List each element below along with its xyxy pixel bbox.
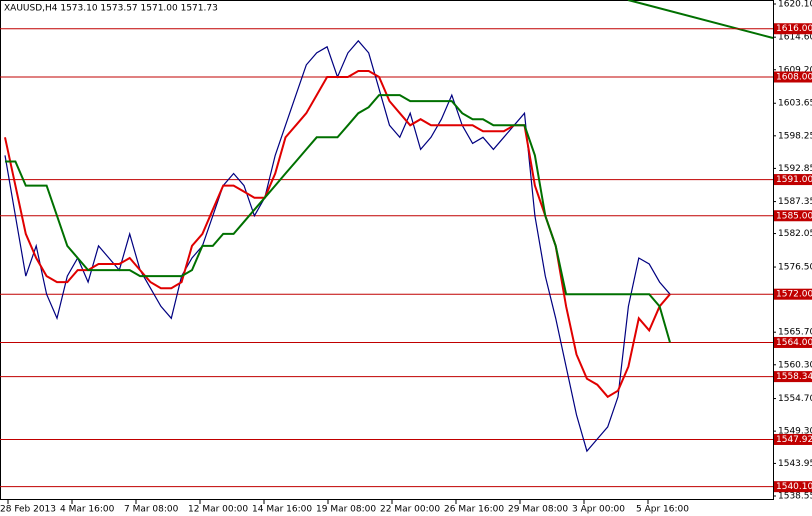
level-label: 1616.00 — [776, 24, 812, 34]
chart-title: XAUUSD,H4 1573.10 1573.57 1571.00 1571.7… — [4, 4, 218, 14]
x-tick-label: 28 Feb 2013 — [0, 505, 56, 515]
y-tick-label: 1592.85 — [778, 164, 812, 174]
level-label-box — [774, 174, 812, 186]
y-tick-label: 1598.25 — [778, 131, 812, 141]
x-tick-label: 5 Apr 16:00 — [636, 505, 689, 515]
x-tick-label: 22 Mar 00:00 — [380, 505, 440, 515]
level-label: 1547.92 — [776, 435, 812, 445]
level-label-box — [774, 210, 812, 222]
level-label: 1591.00 — [776, 175, 812, 185]
y-tick-label: 1576.50 — [778, 263, 812, 273]
y-tick-label: 1554.70 — [778, 394, 812, 404]
x-tick-label: 26 Mar 16:00 — [444, 505, 504, 515]
level-label-box — [774, 23, 812, 35]
y-tick-label: 1560.30 — [778, 360, 812, 370]
level-label-box — [774, 336, 812, 348]
x-tick-label: 7 Mar 08:00 — [124, 505, 179, 515]
level-label: 1572.00 — [776, 290, 812, 300]
x-tick-label: 19 Mar 08:00 — [316, 505, 376, 515]
level-label: 1558.34 — [776, 372, 812, 382]
level-label: 1608.00 — [776, 73, 812, 83]
y-tick-label: 1565.70 — [778, 328, 812, 338]
series-line — [5, 94, 671, 343]
x-tick-label: 12 Mar 00:00 — [188, 505, 248, 515]
level-label: 1585.00 — [776, 211, 812, 221]
y-tick-label: 1587.35 — [778, 197, 812, 207]
level-label: 1564.00 — [776, 338, 812, 348]
level-label-box — [774, 433, 812, 445]
x-tick-label: 14 Mar 16:00 — [252, 505, 312, 515]
x-tick-label: 29 Mar 08:00 — [508, 505, 568, 515]
x-tick-label: 4 Mar 16:00 — [60, 505, 115, 515]
y-tick-label: 1582.05 — [778, 229, 812, 239]
trend-line — [627, 0, 774, 39]
level-label-box — [774, 71, 812, 83]
y-tick-label: 1609.20 — [778, 65, 812, 75]
level-label-box — [774, 288, 812, 300]
y-tick-label: 1620.10 — [778, 0, 812, 10]
y-tick-label: 1538.55 — [778, 492, 812, 502]
y-tick-label: 1614.60 — [778, 33, 812, 43]
x-tick-label: 3 Apr 00:00 — [572, 505, 625, 515]
level-label: 1540.10 — [776, 482, 812, 492]
level-label-box — [774, 481, 812, 493]
y-tick-label: 1549.30 — [778, 427, 812, 437]
y-tick-label: 1603.65 — [778, 99, 812, 109]
y-tick-label: 1543.95 — [778, 459, 812, 469]
plot-frame — [0, 0, 774, 500]
level-label-box — [774, 371, 812, 383]
